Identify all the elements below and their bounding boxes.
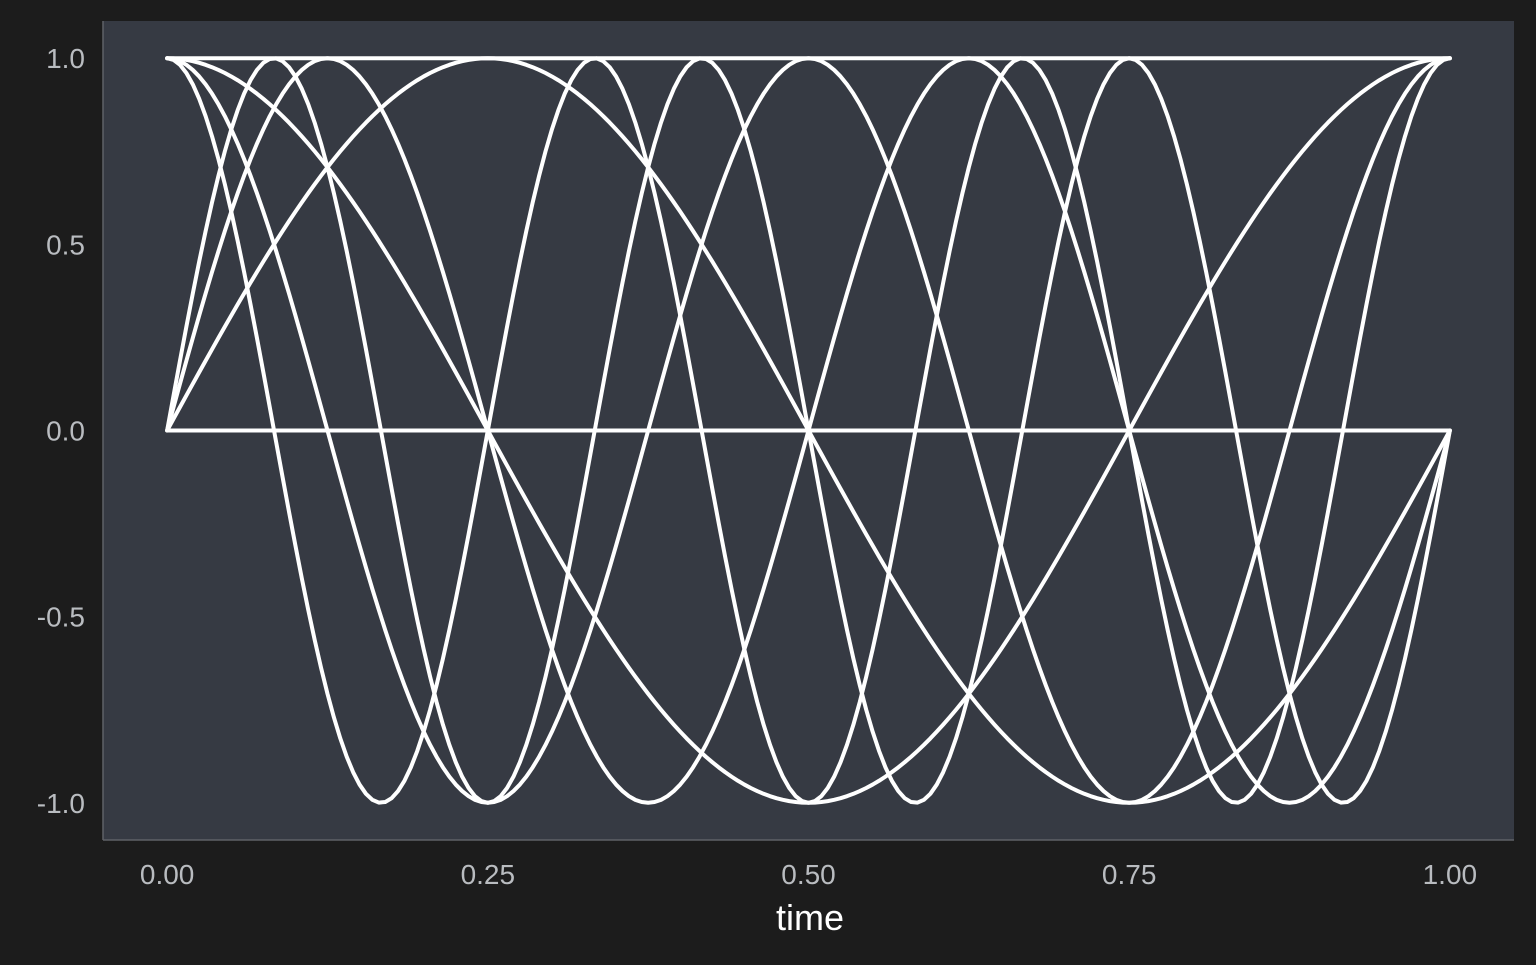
y-tick-label: -1.0 bbox=[37, 788, 85, 819]
series-lines bbox=[165, 56, 1452, 805]
x-tick-label: 0.75 bbox=[1102, 859, 1157, 890]
y-tick-label: 0.5 bbox=[46, 229, 85, 260]
x-tick-label: 0.50 bbox=[781, 859, 836, 890]
y-tick-label: -0.5 bbox=[37, 602, 85, 633]
series-line-cos-3 bbox=[165, 56, 1452, 805]
x-axis-title: time bbox=[776, 897, 844, 938]
x-tick-label: 0.25 bbox=[461, 859, 516, 890]
x-tick-label: 0.00 bbox=[140, 859, 195, 890]
series-line-sin-3 bbox=[165, 56, 1452, 805]
x-tick-label: 1.00 bbox=[1423, 859, 1478, 890]
series-line-cos-2 bbox=[165, 56, 1452, 805]
y-tick-label: 1.0 bbox=[46, 43, 85, 74]
x-axis-ticks: 0.00 0.25 0.50 0.75 1.00 bbox=[140, 859, 1477, 890]
y-axis-ticks: 1.0 0.5 0.0 -0.5 -1.0 bbox=[37, 43, 85, 819]
y-tick-label: 0.0 bbox=[46, 416, 85, 447]
